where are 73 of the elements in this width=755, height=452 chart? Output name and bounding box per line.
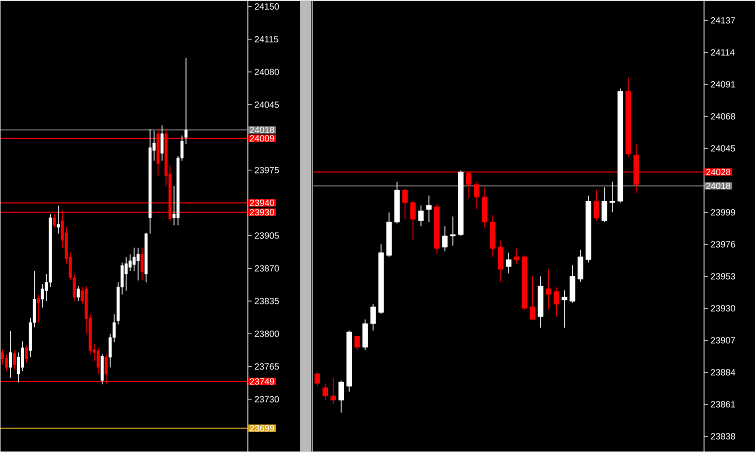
candlestick: [506, 252, 512, 274]
y-tick-label: 23905: [254, 232, 279, 239]
ref-line-label: 24009: [250, 135, 274, 142]
candlestick: [602, 186, 608, 222]
candlestick: [0, 349, 4, 365]
y-tick-label: 23730: [254, 396, 279, 402]
candlestick: [20, 340, 24, 372]
y-tick-label: 23975: [254, 166, 279, 174]
candlestick: [402, 188, 408, 220]
ref-line-label: 24018: [706, 182, 730, 190]
candlestick: [24, 345, 28, 364]
candlestick: [36, 294, 40, 323]
y-tick-label: 23953: [711, 273, 736, 280]
candlestick: [330, 377, 336, 405]
y-tick-label: 23861: [711, 401, 736, 408]
y-tick-label: 23930: [711, 305, 736, 312]
candlestick: [124, 256, 128, 292]
y-tick-label: 24114: [711, 49, 735, 56]
candlestick: [546, 268, 552, 310]
candlestick: [578, 249, 584, 282]
candlestick: [562, 290, 568, 328]
ref-line-label: 23930: [250, 208, 274, 216]
candlestick: [474, 181, 480, 210]
y-tick-label: 23835: [254, 298, 279, 304]
candlestick: [370, 304, 376, 331]
candlestick: [450, 216, 456, 246]
candlestick: [4, 354, 8, 372]
y-tick-label: 23800: [254, 330, 279, 337]
candlestick: [410, 200, 416, 241]
candlestick: [76, 286, 80, 302]
candlestick: [8, 330, 12, 378]
candlestick: [610, 181, 616, 213]
candlestick: [140, 247, 144, 281]
y-tick-label: 24137: [711, 17, 736, 24]
y-tick-label: 24150: [254, 3, 279, 10]
y-tick-label: 23838: [711, 433, 736, 440]
candlestick: [314, 372, 320, 387]
ref-line-label: 24018: [250, 126, 274, 134]
candlestick: [12, 350, 16, 370]
candlestick: [362, 318, 368, 350]
y-tick-label: 23999: [711, 209, 736, 216]
y-tick-label: 24115: [254, 36, 278, 42]
candlestick: [554, 287, 560, 318]
y-tick-label: 23976: [711, 241, 736, 248]
y-tick-label: 24080: [254, 68, 279, 76]
candlestick: [530, 276, 536, 320]
candlestick: [322, 382, 328, 400]
candlestick: [56, 205, 60, 234]
candlestick: [184, 57, 188, 144]
ref-line-label: 23699: [250, 424, 274, 432]
ref-line-label: 24028: [706, 168, 730, 176]
y-tick-label: 24045: [254, 101, 279, 108]
y-tick-label: 23765: [254, 363, 279, 370]
y-tick-label: 24068: [711, 113, 736, 120]
y-tick-label: 24045: [711, 145, 736, 152]
candlestick: [136, 247, 140, 281]
candlestick: [514, 248, 520, 264]
candlestick: [40, 284, 44, 308]
y-tick-label: 23907: [711, 337, 736, 344]
y-tick-label: 23870: [254, 265, 279, 272]
ref-line-label: 23940: [250, 200, 274, 206]
candlestick: [354, 336, 360, 350]
candlestick: [498, 240, 504, 282]
candlestick: [160, 124, 164, 162]
ref-line-label: 23749: [250, 378, 274, 385]
candlestick: [418, 204, 424, 227]
candlestick: [338, 380, 344, 413]
candlestick: [96, 347, 100, 374]
y-tick-label: 24091: [711, 81, 736, 88]
y-tick-label: 23884: [711, 369, 736, 376]
candlestick: [594, 190, 600, 222]
candlestick: [426, 195, 432, 222]
candlestick: [442, 226, 448, 252]
